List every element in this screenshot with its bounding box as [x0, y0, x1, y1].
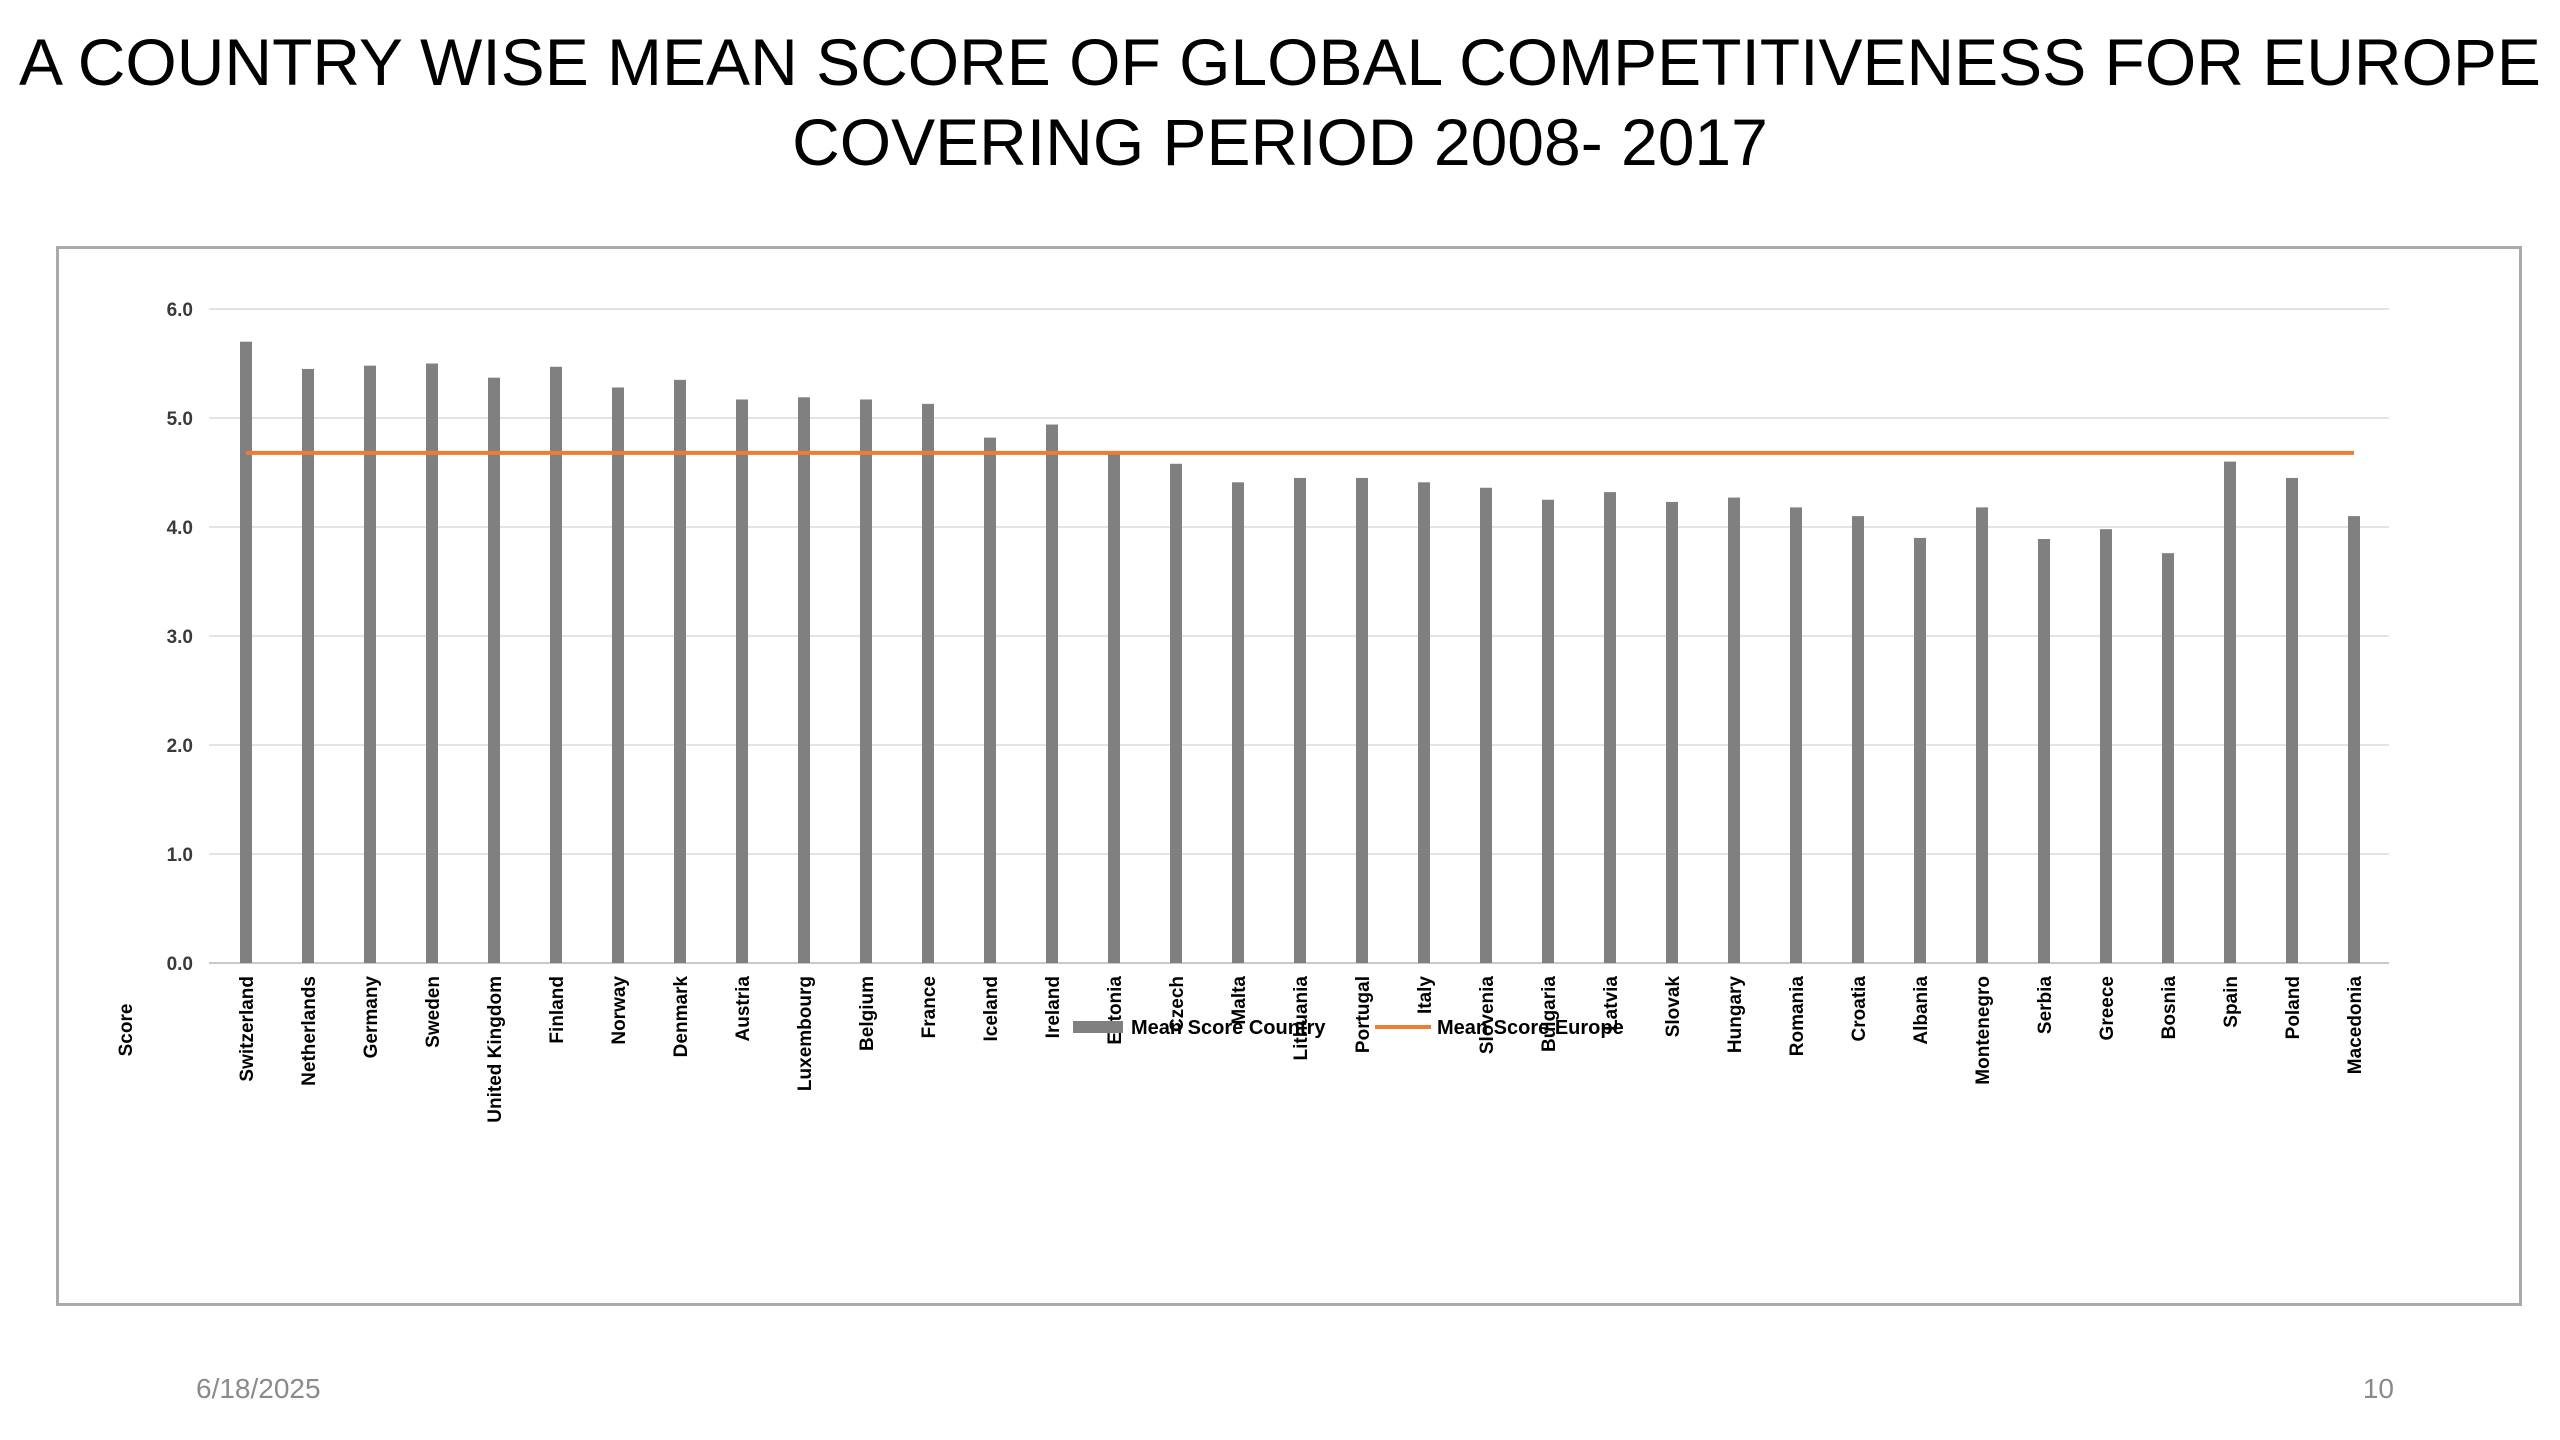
bar-austria: [736, 399, 748, 964]
y-tick-label: 1.0: [167, 845, 193, 866]
x-tick-label: Greece: [2097, 976, 2118, 1040]
bar-slovak: [1666, 501, 1678, 963]
x-tick-label: Bosnia: [2159, 976, 2180, 1040]
bar-montenegro: [1976, 507, 1988, 963]
bar-poland: [2286, 477, 2298, 963]
x-tick-label: Finland: [547, 976, 568, 1044]
bar-albania: [1914, 537, 1926, 963]
y-tick-label: 5.0: [167, 409, 193, 430]
bar-bulgaria: [1542, 499, 1554, 963]
x-tick-label: Slovak: [1663, 976, 1684, 1038]
bar-germany: [364, 365, 376, 963]
bar-chart: 0.0 1.0 2.0 3.0 4.0 5.0 6.0 Score Switzerland Net…: [116, 300, 2389, 1123]
bar-belgium: [860, 399, 872, 964]
x-tick-label: Croatia: [1849, 976, 1870, 1042]
x-tick-label: Germany: [361, 976, 382, 1059]
x-tick-label: Albania: [1911, 976, 1932, 1045]
x-tick-label: Denmark: [671, 976, 692, 1058]
x-tick-label: Lithuania: [1291, 976, 1312, 1061]
chart-frame: 0.0 1.0 2.0 3.0 4.0 5.0 6.0 Score Switzerland Net…: [56, 246, 2522, 1306]
bar-croatia: [1852, 516, 1864, 963]
x-tick-label: Austria: [733, 976, 754, 1042]
bar-denmark: [674, 379, 686, 964]
x-tick-label: Ireland: [1043, 976, 1064, 1038]
x-tick-label: Serbia: [2035, 976, 2056, 1035]
legend-label-mean-score-country: Mean Score Country: [1131, 1017, 1326, 1039]
bar-netherlands: [302, 368, 314, 963]
x-tick-label: Bulgaria: [1539, 976, 1560, 1052]
x-tick-label: Norway: [609, 976, 630, 1045]
slide-title-line-1: A COUNTRY WISE MEAN SCORE OF GLOBAL COMP…: [19, 25, 2541, 99]
x-tick-label: Hungary: [1725, 976, 1746, 1054]
x-tick-label: Portugal: [1353, 976, 1374, 1053]
x-tick-label: Sweden: [423, 976, 444, 1048]
bar-romania: [1790, 507, 1802, 963]
x-tick-label: Switzerland: [237, 976, 258, 1082]
bar-macedonia: [2348, 516, 2360, 963]
bar-italy: [1418, 482, 1430, 963]
bar-malta: [1232, 482, 1244, 963]
bar-latvia: [1604, 492, 1616, 963]
bar-estonia: [1108, 453, 1120, 963]
x-tick-label: Netherlands: [299, 976, 320, 1086]
slide-title-line-2: COVERING PERIOD 2008- 2017: [792, 105, 1768, 179]
x-tick-label: Latvia: [1601, 976, 1622, 1031]
bar-switzerland: [240, 341, 252, 963]
x-tick-label: Belgium: [857, 976, 878, 1051]
x-tick-label: Macedonia: [2345, 976, 2366, 1075]
bar-luxembourg: [798, 397, 810, 963]
x-tick-label: Spain: [2221, 976, 2242, 1028]
bar-greece: [2100, 529, 2112, 963]
x-tick-label: Luxembourg: [795, 976, 816, 1091]
bar-finland: [550, 366, 562, 963]
x-tick-label: Italy: [1415, 976, 1436, 1014]
y-tick-label: 6.0: [167, 300, 193, 321]
x-tick-label: France: [919, 976, 940, 1038]
bar-iceland: [984, 437, 996, 963]
legend-label-mean-score-europe: Mean Score Europe: [1437, 1017, 1624, 1039]
y-tick-label: 2.0: [167, 736, 193, 757]
bar-norway: [612, 387, 624, 963]
bar-czech: [1170, 463, 1182, 963]
x-tick-label: Romania: [1787, 976, 1808, 1057]
bar-spain: [2224, 461, 2236, 963]
bar-ireland: [1046, 424, 1058, 963]
x-tick-label: Poland: [2283, 976, 2304, 1039]
x-tick-label: Czech: [1167, 976, 1188, 1032]
legend-swatch-mean-score-country: [1073, 1021, 1123, 1033]
bar-hungary: [1728, 497, 1740, 963]
x-tick-label: Malta: [1229, 976, 1250, 1025]
bar-slovenia: [1480, 487, 1492, 963]
bar-bosnia: [2162, 553, 2174, 963]
slide-date: 6/18/2025: [196, 1373, 321, 1404]
bar-portugal: [1356, 477, 1368, 963]
x-tick-label: Estonia: [1105, 976, 1126, 1045]
bar-serbia: [2038, 538, 2050, 963]
slide-title: A COUNTRY WISE MEAN SCORE OF GLOBAL COMP…: [0, 22, 2560, 182]
y-tick-label: 3.0: [167, 627, 193, 648]
y-axis-label: Score: [116, 1004, 137, 1057]
bar-united-kingdom: [488, 377, 500, 963]
bar-sweden: [426, 363, 438, 963]
y-tick-label: 0.0: [167, 954, 193, 975]
x-tick-label: United Kingdom: [485, 976, 506, 1123]
x-tick-label: Montenegro: [1973, 976, 1994, 1085]
y-tick-label: 4.0: [167, 518, 193, 539]
bar-lithuania: [1294, 477, 1306, 963]
bar-france: [922, 403, 934, 963]
slide-page-number: 10: [2362, 1373, 2394, 1404]
x-tick-label: Iceland: [981, 976, 1002, 1041]
x-tick-label: Slovenia: [1477, 976, 1498, 1055]
